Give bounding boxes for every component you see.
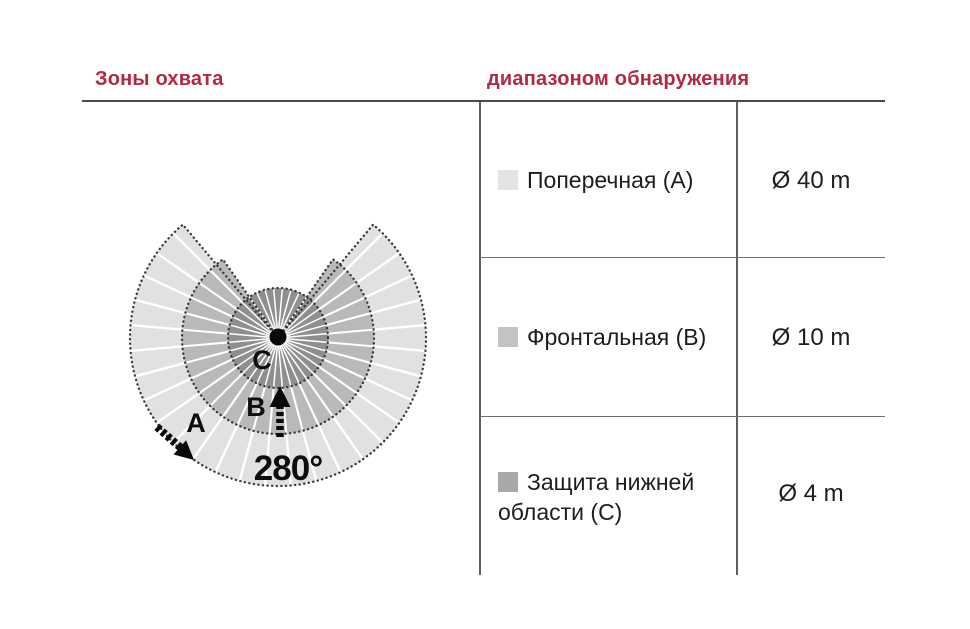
zone-ray xyxy=(232,337,279,360)
zone-a-label: Поперечная (A) xyxy=(527,167,694,193)
zone-c-label: Защита нижней области (C) xyxy=(498,469,695,525)
zone-b-range-value: Ø 10 m xyxy=(771,324,851,351)
table-row-separator xyxy=(480,257,885,258)
zone-ray xyxy=(242,337,279,374)
zone-ray xyxy=(277,337,308,380)
zone-b-letter: B xyxy=(246,392,266,422)
zone-a-swatch-icon xyxy=(498,170,518,190)
zone-ray xyxy=(277,337,284,388)
header-rule xyxy=(82,100,885,102)
zone-ray xyxy=(256,337,279,384)
page-title-left: Зоны охвата xyxy=(95,68,224,90)
table-row: Поперечная (A) xyxy=(498,165,728,195)
sensor-dot xyxy=(269,328,287,346)
zone-c-letter: C xyxy=(252,345,272,375)
table-row-separator xyxy=(480,416,885,417)
zone-a-letter: A xyxy=(186,408,206,438)
page-title-right: диапазоном обнаружения xyxy=(487,68,750,90)
zone-a-range-value: Ø 40 m xyxy=(771,167,851,194)
zone-ray xyxy=(277,337,324,360)
zone-ray xyxy=(277,337,327,352)
zone-c-swatch-icon xyxy=(498,472,518,492)
zone-ray xyxy=(277,337,314,374)
zone-ray xyxy=(264,337,279,387)
zone-c-range-value: Ø 4 m xyxy=(778,480,844,507)
zone-ray xyxy=(277,337,292,387)
coverage-zones xyxy=(128,223,428,488)
table-row: Защита нижней области (C) xyxy=(498,467,728,527)
table-vertical-line-right xyxy=(736,102,738,575)
coverage-angle-label: 280° xyxy=(254,449,322,488)
zone-c-border xyxy=(226,286,330,390)
zone-b-swatch-icon xyxy=(498,327,518,347)
table-vertical-line-left xyxy=(479,102,481,575)
zone-ray xyxy=(277,337,300,384)
zone-ray xyxy=(236,337,279,368)
zone-b-border xyxy=(180,257,376,436)
zone-ray xyxy=(248,337,279,380)
zone-b-label: Фронтальная (B) xyxy=(527,324,707,350)
zone-ray xyxy=(229,337,279,352)
zone-a-direction-arrowhead xyxy=(173,440,194,460)
zone-ray xyxy=(277,337,320,368)
zone-a-direction-arrow xyxy=(154,423,184,452)
table-row: Фронтальная (B) xyxy=(498,322,728,352)
zone-ray xyxy=(272,337,279,388)
zone-b-direction-arrowhead xyxy=(269,386,291,407)
zone-a-border xyxy=(128,223,428,488)
